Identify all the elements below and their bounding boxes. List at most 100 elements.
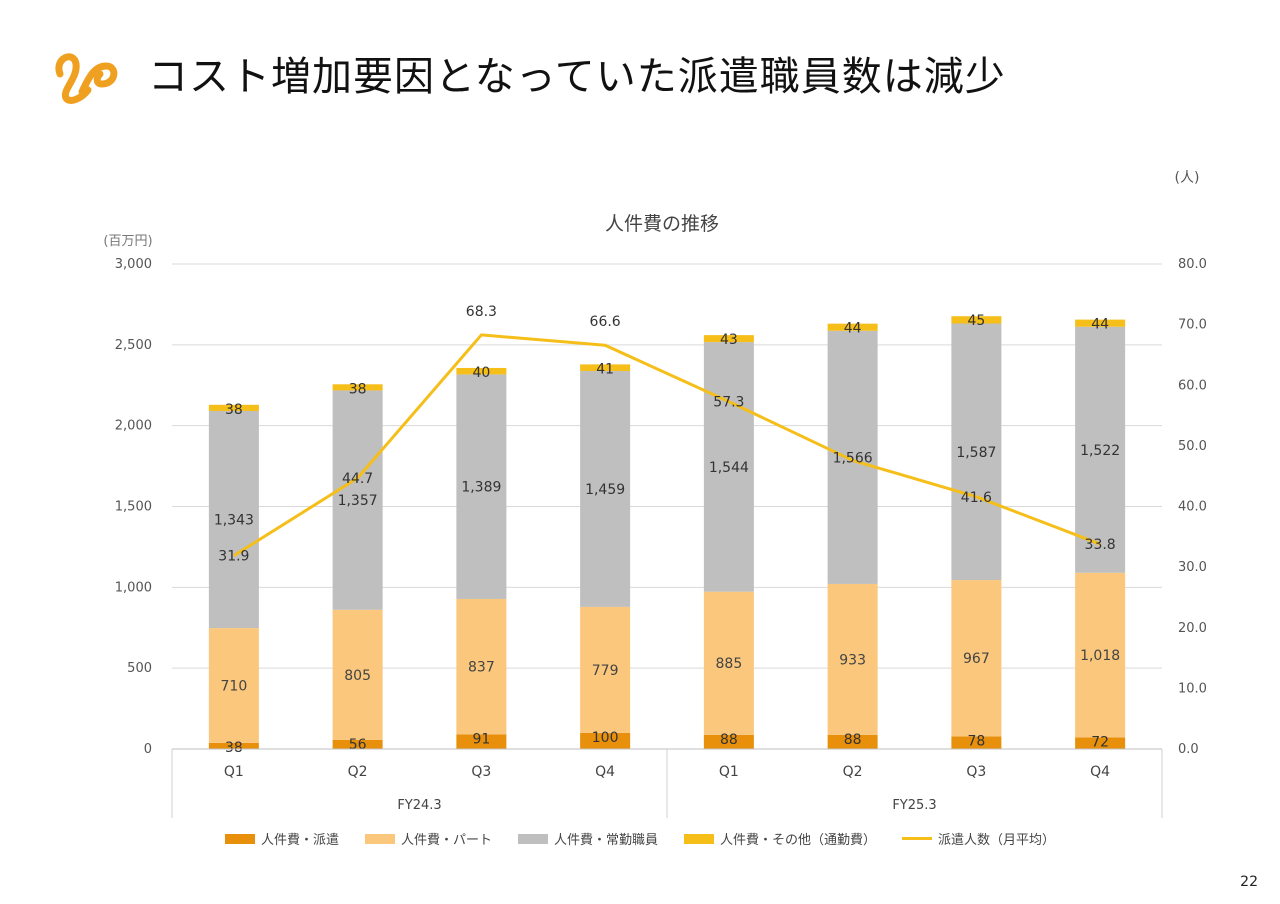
company-logo [55, 53, 118, 104]
data-label: 1,544 [709, 460, 749, 476]
bar-segment [951, 316, 1002, 324]
x-tick-label: Q2 [843, 764, 863, 780]
legend-label: 人件費・派遣 [260, 833, 339, 848]
data-label: 38 [349, 381, 367, 397]
y-tick-label: 1,500 [115, 500, 152, 515]
bar-segment [703, 335, 754, 343]
bar-segment [332, 384, 383, 391]
bar-segment [208, 410, 259, 629]
data-label: 45 [967, 313, 985, 329]
x-tick-label: Q1 [224, 764, 244, 780]
data-label: 805 [344, 668, 371, 684]
data-label: 72 [1091, 734, 1109, 750]
data-label: 1,343 [214, 513, 254, 529]
group-label: FY25.3 [892, 798, 936, 813]
data-label: 837 [468, 660, 495, 676]
page-title: コスト増加要因となっていた派遣職員数は減少 [148, 54, 1006, 100]
series-line [233, 333, 1101, 557]
data-label: 933 [839, 652, 866, 668]
bar-segment [827, 323, 878, 331]
data-label: 41 [596, 361, 614, 377]
right-axis-unit: (人) [1175, 170, 1200, 186]
bar-segment [456, 367, 507, 375]
data-label: 78 [967, 733, 985, 749]
legend-swatch [517, 833, 548, 844]
legend-line-swatch [902, 837, 933, 840]
bar-segment [580, 371, 631, 607]
bar-segment [456, 598, 507, 735]
y2-tick-label: 70.0 [1178, 318, 1207, 333]
bar-segment [827, 583, 878, 735]
data-label: 100 [592, 730, 619, 746]
y2-tick-label: 40.0 [1178, 500, 1207, 515]
bar-segment [208, 628, 259, 743]
y2-tick-label: 80.0 [1178, 257, 1207, 272]
data-label: 56 [349, 737, 367, 753]
data-label: 38 [225, 402, 243, 418]
line-data-label: 66.6 [590, 314, 621, 330]
data-label: 1,357 [338, 493, 378, 509]
left-axis-unit: (百万円) [103, 234, 152, 249]
y-tick-label: 0 [144, 742, 152, 757]
data-label: 44 [844, 321, 862, 337]
legend-label: 派遣人数（月平均） [938, 833, 1056, 848]
data-label: 1,566 [833, 450, 873, 466]
bar-segment [580, 606, 631, 733]
legend-item-dispatch-count: 派遣人数（月平均） [902, 829, 1055, 848]
y-tick-label: 2,500 [115, 338, 152, 353]
legend-item-other: 人件費・その他（通勤費） [684, 829, 876, 848]
line-data-label: 68.3 [466, 304, 497, 320]
legend-item-fulltime: 人件費・常勤職員 [517, 829, 658, 848]
data-label: 44 [1091, 317, 1109, 333]
legend-label: 人件費・パート [400, 833, 492, 848]
y-tick-label: 3,000 [115, 257, 152, 272]
y2-tick-label: 0.0 [1178, 742, 1199, 757]
bar-segment [703, 342, 754, 592]
data-label: 38 [225, 740, 243, 756]
bar-segment [1075, 572, 1126, 738]
legend-label: 人件費・常勤職員 [553, 833, 658, 848]
data-label: 1,459 [585, 482, 625, 498]
bar-segment [208, 742, 259, 749]
legend-swatch [684, 833, 714, 844]
x-tick-label: Q4 [595, 764, 615, 780]
y2-tick-label: 60.0 [1178, 378, 1207, 393]
data-label: 88 [844, 732, 862, 748]
page-number: 22 [1240, 874, 1258, 890]
bar-segment [827, 330, 878, 584]
bar-segment [827, 734, 878, 749]
line-data-label: 41.6 [961, 490, 992, 506]
group-label: FY24.3 [397, 798, 441, 813]
bar-segment [951, 736, 1002, 749]
data-label: 88 [720, 732, 738, 748]
line-data-label: 57.3 [713, 395, 744, 411]
bar-segment [456, 734, 507, 749]
data-label: 779 [592, 663, 619, 679]
bar-segment [703, 591, 754, 735]
legend-label: 人件費・その他（通勤費） [720, 833, 877, 848]
data-label: 1,587 [956, 445, 996, 461]
data-label: 1,522 [1080, 443, 1120, 459]
y2-tick-label: 20.0 [1178, 621, 1207, 636]
bar-segment [456, 374, 507, 599]
bar-segment [703, 734, 754, 749]
x-tick-label: Q1 [719, 764, 739, 780]
data-label: 43 [720, 332, 738, 348]
data-label: 91 [472, 731, 490, 747]
bar-segment [1075, 319, 1126, 327]
x-tick-label: Q3 [966, 764, 986, 780]
data-label: 1,389 [461, 480, 501, 496]
y-tick-label: 1,000 [115, 580, 152, 595]
bar-segment [1075, 737, 1126, 749]
data-label: 1,018 [1080, 648, 1120, 664]
legend-item-part: 人件費・パート [364, 829, 492, 848]
bar-segment [951, 323, 1002, 581]
y-tick-label: 2,000 [115, 419, 152, 434]
x-tick-label: Q4 [1090, 764, 1110, 780]
bar-segment [1075, 326, 1126, 573]
bar-segment [332, 739, 383, 749]
bar-segment [208, 404, 259, 411]
line-data-label: 44.7 [342, 471, 373, 487]
bar-segment [580, 732, 631, 749]
bar-segment [580, 364, 631, 372]
